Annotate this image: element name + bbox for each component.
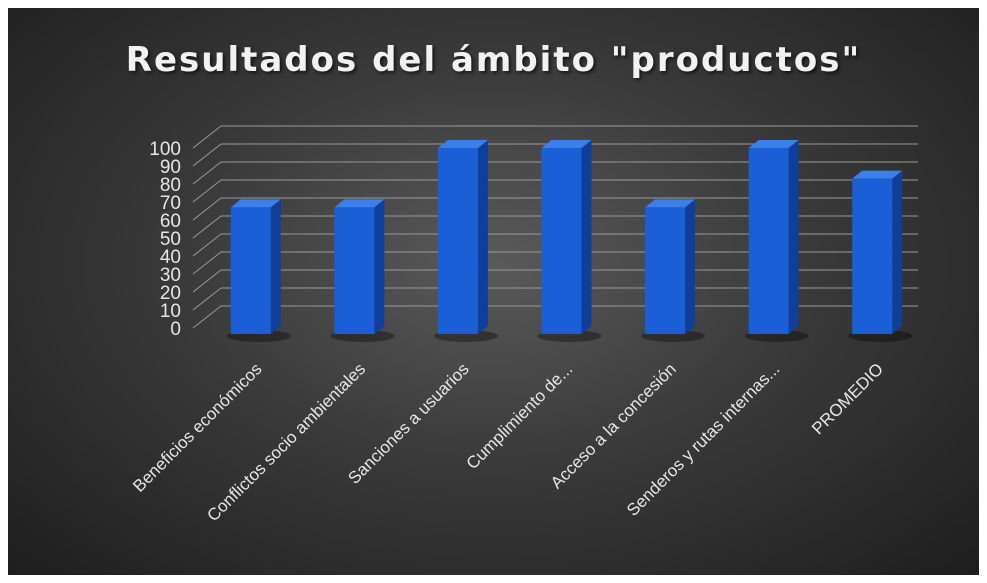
bar bbox=[641, 199, 706, 342]
gridline-side bbox=[192, 197, 222, 221]
bar-top bbox=[437, 140, 488, 148]
bar-front bbox=[645, 207, 686, 334]
bar bbox=[330, 199, 395, 342]
x-category-label: PROMEDIO bbox=[808, 359, 887, 438]
bar bbox=[537, 140, 602, 342]
gridline-side bbox=[192, 215, 222, 239]
y-tick-label: 50 bbox=[160, 229, 181, 250]
chart-area: Resultados del ámbito "productos" 0 10 20 3… bbox=[8, 8, 979, 575]
bar bbox=[226, 199, 291, 342]
gridline-side bbox=[192, 125, 222, 149]
bar-side bbox=[892, 170, 903, 334]
chart-title: Resultados del ámbito "productos" bbox=[125, 40, 862, 80]
bar-side bbox=[270, 199, 281, 334]
bar-front bbox=[437, 148, 478, 334]
x-category-label: Sanciones a usuarios bbox=[344, 359, 472, 487]
y-tick-label: 30 bbox=[160, 265, 181, 286]
bar-front bbox=[541, 148, 582, 334]
bar-side bbox=[581, 140, 592, 334]
gridline-side bbox=[192, 233, 222, 257]
bar-front bbox=[334, 207, 375, 334]
gridline-side bbox=[192, 287, 222, 311]
bar-top bbox=[748, 140, 799, 148]
y-tick-label: 100 bbox=[149, 139, 181, 160]
bar-front bbox=[852, 178, 893, 334]
y-tick-label: 0 bbox=[170, 319, 181, 340]
gridline-side bbox=[192, 179, 222, 203]
y-tick-label: 90 bbox=[160, 157, 181, 178]
y-tick-label: 40 bbox=[160, 247, 181, 268]
bar-front bbox=[230, 207, 271, 334]
gridline-side bbox=[192, 305, 222, 329]
bar-side bbox=[374, 199, 385, 334]
bars bbox=[226, 140, 913, 342]
y-tick-label: 10 bbox=[160, 301, 181, 322]
gridline-side bbox=[192, 269, 222, 293]
bar-top bbox=[852, 170, 903, 179]
bar-top bbox=[541, 140, 592, 148]
bar-side bbox=[685, 199, 696, 334]
bar-top bbox=[645, 199, 696, 208]
y-tick-label: 80 bbox=[160, 175, 181, 196]
bar bbox=[744, 140, 809, 342]
gridline-side bbox=[192, 251, 222, 275]
y-tick-label: 20 bbox=[160, 283, 181, 304]
bar-top bbox=[230, 199, 281, 208]
y-tick-label: 60 bbox=[160, 211, 181, 232]
bar bbox=[433, 140, 498, 342]
gridline-side bbox=[192, 161, 222, 185]
x-category-label: Cumplimiento de... bbox=[463, 359, 577, 473]
bar-side bbox=[477, 140, 488, 334]
gridline-side bbox=[192, 143, 222, 167]
bar-side bbox=[788, 140, 799, 334]
y-tick-label: 70 bbox=[160, 193, 181, 214]
bar bbox=[848, 170, 913, 342]
bar-front bbox=[748, 148, 789, 334]
bar-top bbox=[334, 199, 385, 208]
